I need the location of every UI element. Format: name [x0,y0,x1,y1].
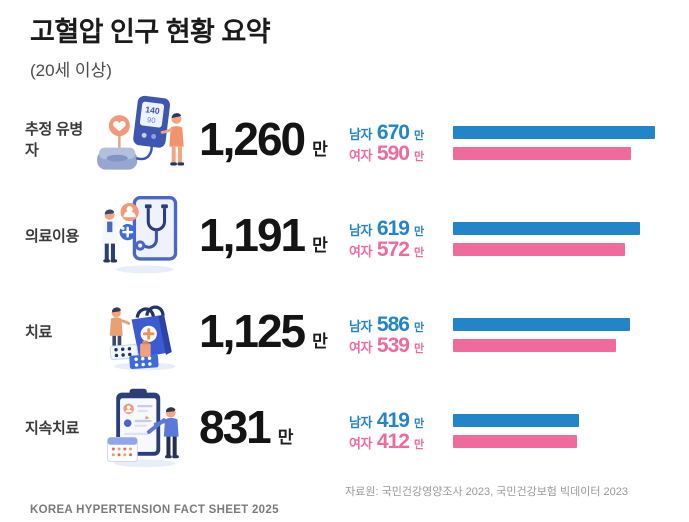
unit-label: 만 [413,417,425,430]
page-subtitle: (20세 이상) [30,61,112,80]
male-number: 670 [376,120,410,144]
female-value-text: 여자 590 만 [349,142,453,166]
male-label: 남자 [349,318,372,334]
female-bar-track [453,243,655,256]
bar-group: 남자 670 만 여자 590 만 [349,121,689,165]
female-bar-track [453,339,655,352]
male-bar [453,222,640,235]
total-value: 1,191 만 [199,208,349,262]
female-number: 412 [376,429,410,453]
row-label: 치료 [25,323,53,341]
female-label: 여자 [349,243,372,259]
unit-label: 만 [413,321,425,334]
svg-text:90: 90 [147,115,157,125]
unit-label: 만 [413,342,425,355]
bar-group: 남자 619 만 여자 572 만 [349,217,689,261]
male-bar-track [453,414,655,427]
row-treatment: 치료 [0,283,689,379]
male-bar [453,414,580,427]
unit-label: 만 [413,438,425,451]
male-label: 남자 [349,126,372,142]
blood-pressure-monitor-icon: 140 90 [95,95,191,183]
svg-text:140: 140 [145,104,161,116]
male-bar-line: 남자 619 만 [349,217,689,240]
total-number: 1,260 [199,113,306,165]
stat-rows: 추정 유병자 140 90 [0,91,689,475]
fact-sheet-brand: KOREA HYPERTENSION FACT SHEET 2025 [30,504,279,516]
row-medical-use: 의료이용 [0,187,689,283]
male-value-text: 남자 586 만 [349,313,453,337]
female-bar-track [453,147,655,160]
male-bar-line: 남자 419 만 [349,409,689,432]
female-bar [453,147,631,160]
unit-label: 만 [413,150,425,163]
female-number: 590 [376,141,410,165]
row-prevalence: 추정 유병자 140 90 [0,91,689,187]
female-bar [453,435,578,448]
total-number: 831 [199,401,272,453]
male-bar-track [453,318,655,331]
total-number: 1,125 [199,305,306,357]
doctor-tablet-stethoscope-icon [95,191,191,279]
male-number: 619 [376,216,410,240]
page-title: 고혈압 인구 현황 요약 [30,17,271,47]
male-bar-line: 남자 586 만 [349,313,689,336]
row-label: 의료이용 [25,227,80,245]
unit-label: 만 [413,246,425,259]
female-bar-line: 여자 572 만 [349,238,689,261]
data-source-note: 자료원: 국민건강영양조사 2023, 국민건강보험 빅데이터 2023 [345,486,628,498]
bar-group: 남자 419 만 여자 412 만 [349,409,689,453]
male-bar [453,126,655,139]
male-bar-track [453,126,655,139]
unit-label: 만 [312,236,328,255]
unit-label: 만 [413,225,425,238]
male-number: 419 [376,408,410,432]
medicine-bag-pills-icon [95,287,191,375]
female-value-text: 여자 539 만 [349,334,453,358]
female-number: 539 [376,333,410,357]
total-value: 1,125 만 [199,304,349,358]
male-label: 남자 [349,222,372,238]
unit-label: 만 [312,332,328,351]
female-value-text: 여자 412 만 [349,430,453,454]
female-bar-line: 여자 412 만 [349,430,689,453]
female-bar [453,339,616,352]
female-label: 여자 [349,435,372,451]
row-continuous-treatment: 지속치료 [0,379,689,475]
row-label: 추정 유병자 [25,121,83,159]
male-bar-line: 남자 670 만 [349,121,689,144]
header: 고혈압 인구 현황 요약 (20세 이상) [30,10,271,81]
female-bar-line: 여자 539 만 [349,334,689,357]
bar-group: 남자 586 만 여자 539 만 [349,313,689,357]
male-number: 586 [376,312,410,336]
female-bar-track [453,435,655,448]
male-label: 남자 [349,414,372,430]
total-number: 1,191 [199,209,306,261]
female-number: 572 [376,237,410,261]
total-value: 1,260 만 [199,112,349,166]
total-value: 831 만 [199,400,349,454]
female-value-text: 여자 572 만 [349,238,453,262]
unit-label: 만 [312,140,328,159]
female-label: 여자 [349,339,372,355]
male-bar [453,318,630,331]
male-bar-track [453,222,655,235]
male-value-text: 남자 670 만 [349,121,453,145]
unit-label: 만 [277,428,294,447]
male-value-text: 남자 419 만 [349,409,453,433]
female-bar [453,243,626,256]
male-value-text: 남자 619 만 [349,217,453,241]
female-bar-line: 여자 590 만 [349,142,689,165]
clipboard-checklist-icon [95,383,191,471]
female-label: 여자 [349,147,372,163]
unit-label: 만 [413,129,425,142]
row-label: 지속치료 [25,419,80,437]
